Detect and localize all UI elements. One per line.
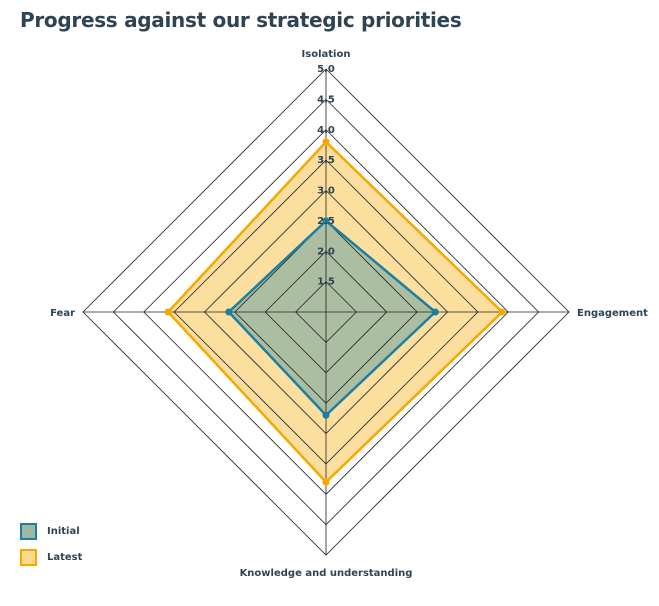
series-point-latest-2 bbox=[322, 478, 330, 486]
axis-label-knowledge-and-understanding: Knowledge and understanding bbox=[240, 568, 413, 579]
axis-label-engagement: Engagement bbox=[577, 308, 648, 319]
series-point-initial-3 bbox=[225, 308, 233, 316]
radar-tick-labels: 1.5 2.0 2.5 3.0 3.5 4.0 4.5 5.0 bbox=[317, 64, 335, 288]
legend: Initial Latest bbox=[20, 520, 82, 572]
axis-label-isolation: Isolation bbox=[302, 49, 351, 60]
tick-label-3: 3.0 bbox=[317, 186, 335, 197]
legend-label-latest: Latest bbox=[47, 551, 83, 563]
tick-label-5: 5.0 bbox=[317, 64, 335, 75]
tick-label-1-5: 1.5 bbox=[317, 277, 335, 288]
tick-label-4: 4.0 bbox=[317, 125, 335, 136]
series-point-latest-0 bbox=[322, 138, 330, 146]
series-point-latest-1 bbox=[498, 308, 506, 316]
radar-axis-labels: Isolation Engagement Knowledge and underst… bbox=[50, 49, 648, 579]
radar-series-outlines bbox=[164, 138, 506, 486]
axis-label-fear: Fear bbox=[50, 308, 75, 319]
series-point-initial-1 bbox=[431, 308, 439, 316]
series-point-initial-0 bbox=[322, 217, 330, 225]
tick-label-2: 2.0 bbox=[317, 246, 335, 257]
series-point-initial-2 bbox=[322, 411, 330, 419]
tick-label-4-5: 4.5 bbox=[317, 94, 335, 105]
tick-label-2-5: 2.5 bbox=[317, 216, 335, 227]
series-point-latest-3 bbox=[164, 308, 172, 316]
chart-title: Progress against our strategic prioritie… bbox=[20, 8, 462, 32]
radar-grid bbox=[82, 68, 570, 556]
legend-item-initial[interactable]: Initial bbox=[20, 520, 82, 542]
legend-label-initial: Initial bbox=[47, 525, 80, 537]
legend-swatch-latest bbox=[20, 548, 37, 566]
legend-swatch-initial bbox=[20, 522, 37, 540]
tick-label-3-5: 3.5 bbox=[317, 155, 335, 166]
legend-item-latest[interactable]: Latest bbox=[20, 546, 82, 568]
